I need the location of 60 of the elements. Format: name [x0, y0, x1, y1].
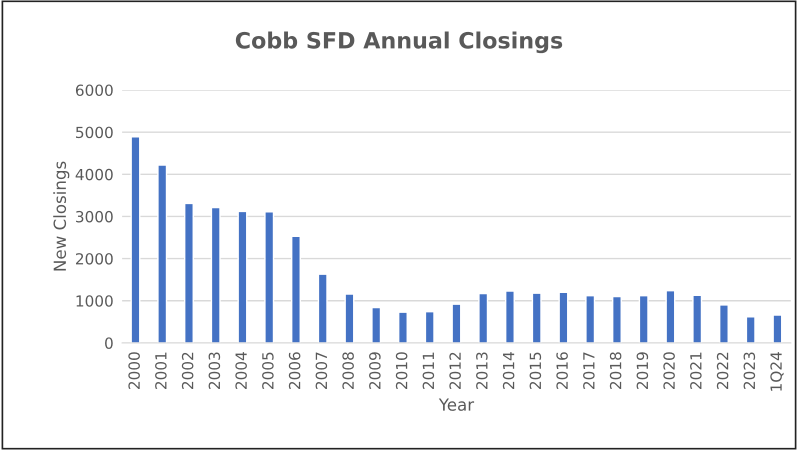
x-tick-label: 2006: [288, 352, 300, 389]
x-tick-label: 2020: [663, 352, 675, 389]
x-tick-label: 2019: [636, 352, 648, 389]
bar: [451, 303, 462, 343]
bar: [585, 294, 596, 343]
bar: [264, 211, 274, 343]
bar: [344, 293, 354, 343]
bar: [290, 236, 301, 343]
y-tick-label: 4000: [76, 168, 113, 180]
bar: [746, 316, 756, 343]
bar: [504, 290, 515, 343]
bar: [612, 296, 622, 343]
x-tick-label: 2023: [744, 352, 756, 389]
x-tick-label: 2013: [476, 352, 488, 389]
x-tick-label: 2001: [155, 352, 167, 389]
bar: [371, 306, 382, 343]
bar: [184, 202, 194, 343]
x-tick-label: 2012: [449, 352, 461, 389]
x-tick-label: 2009: [369, 352, 381, 389]
y-tick-label: 6000: [76, 84, 113, 96]
bar: [532, 292, 542, 343]
bar: [157, 164, 168, 343]
x-tick-label: 2010: [396, 352, 408, 389]
x-tick-label: 2015: [530, 352, 542, 389]
x-tick-label: 2014: [502, 352, 514, 389]
y-tick-label: 0: [105, 337, 113, 349]
y-tick-label: 5000: [76, 126, 113, 138]
x-axis-title: Year: [438, 398, 474, 411]
x-tick-label: 2011: [422, 352, 434, 389]
bar: [558, 292, 568, 343]
bar: [398, 311, 408, 343]
bar: [772, 314, 782, 343]
bar: [718, 304, 729, 343]
x-tick-label: 2005: [262, 352, 274, 389]
y-tick-label: 3000: [76, 210, 113, 222]
x-tick-label: 2008: [342, 352, 354, 389]
x-tick-label: 2021: [690, 352, 702, 389]
x-tick-label: 2018: [610, 352, 622, 389]
bar: [130, 136, 140, 343]
x-tick-label: 2016: [556, 352, 568, 389]
x-tick-label: 2002: [182, 352, 194, 389]
bar: [478, 292, 488, 343]
bar: [665, 290, 676, 343]
y-tick-label: 1000: [76, 295, 113, 307]
x-tick-label: 1Q24: [770, 352, 784, 391]
x-tick-label: 2003: [208, 352, 220, 389]
x-tick-label: 2000: [128, 352, 140, 389]
chart-title: Cobb SFD Annual Closings: [236, 32, 562, 54]
bar: [318, 274, 328, 343]
bar: [424, 311, 435, 343]
y-axis-title: New Closings: [53, 162, 70, 270]
x-tick-label: 2022: [716, 352, 728, 389]
x-tick-label: 2017: [583, 352, 595, 389]
y-tick-label: 2000: [76, 253, 113, 265]
bar: [692, 294, 702, 343]
x-tick-label: 2007: [316, 352, 328, 389]
bar: [210, 206, 221, 343]
bar: [638, 294, 649, 343]
x-tick-label: 2004: [235, 352, 247, 389]
bar: [237, 210, 248, 343]
